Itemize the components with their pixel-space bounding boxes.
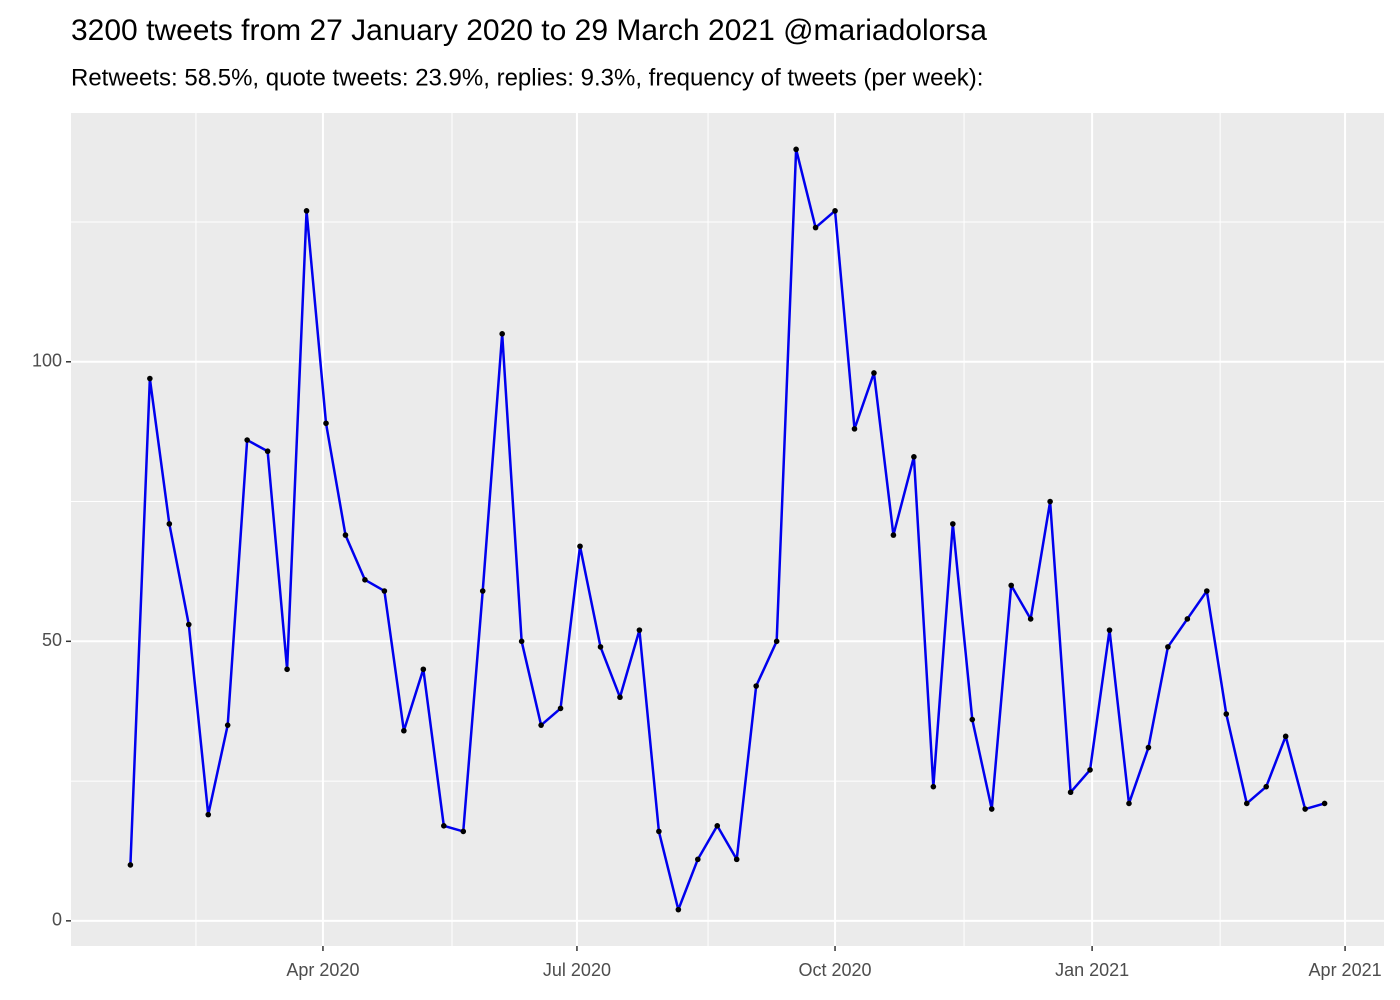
data-point xyxy=(1243,800,1250,807)
chart-title: 3200 tweets from 27 January 2020 to 29 M… xyxy=(71,14,987,47)
data-point xyxy=(812,224,819,231)
data-point xyxy=(773,638,780,645)
data-point xyxy=(557,705,564,712)
data-point xyxy=(166,521,173,527)
data-point xyxy=(460,828,467,835)
data-point xyxy=(224,722,231,728)
data-point xyxy=(617,694,623,701)
x-tick-label: Apr 2020 xyxy=(286,960,359,980)
data-point xyxy=(1302,806,1308,812)
data-point xyxy=(988,806,995,812)
data-point xyxy=(499,331,505,337)
data-point xyxy=(890,532,897,538)
data-point xyxy=(441,823,447,829)
plot-background xyxy=(71,113,1384,946)
data-point xyxy=(303,208,310,214)
y-tick-label: 50 xyxy=(42,630,62,650)
data-point xyxy=(1165,644,1171,650)
data-point xyxy=(851,426,858,432)
data-point xyxy=(656,828,662,835)
x-tick-label: Oct 2020 xyxy=(799,960,872,980)
data-point xyxy=(1184,616,1191,622)
data-point xyxy=(420,666,427,673)
data-point xyxy=(714,823,721,829)
data-point xyxy=(381,588,388,594)
data-point xyxy=(1223,711,1230,717)
data-line xyxy=(129,148,1325,911)
data-point xyxy=(694,856,701,863)
data-point xyxy=(636,627,643,633)
data-point xyxy=(401,727,407,734)
data-point xyxy=(577,543,583,550)
data-point xyxy=(342,532,349,538)
data-point xyxy=(950,521,956,527)
data-point xyxy=(930,783,937,790)
data-point xyxy=(1321,800,1328,807)
data-point xyxy=(753,683,759,689)
data-point xyxy=(733,856,740,863)
data-point xyxy=(1067,789,1074,796)
data-point xyxy=(205,811,212,818)
data-point xyxy=(264,448,271,455)
y-tick-label: 100 xyxy=(32,351,62,371)
data-point xyxy=(518,638,525,645)
data-point xyxy=(1106,627,1113,633)
x-tick-label: Apr 2021 xyxy=(1309,960,1382,980)
data-point xyxy=(1282,733,1289,740)
data-point xyxy=(1087,767,1093,773)
data-point xyxy=(675,906,682,913)
data-point xyxy=(793,146,799,153)
data-point xyxy=(832,208,838,214)
data-point xyxy=(1145,744,1152,751)
data-point xyxy=(362,577,368,583)
data-point xyxy=(1047,498,1053,505)
data-point xyxy=(147,375,153,382)
data-point xyxy=(1027,616,1034,622)
data-point xyxy=(538,722,544,728)
data-point xyxy=(323,420,329,427)
chart-subtitle: Retweets: 58.5%, quote tweets: 23.9%, re… xyxy=(71,64,983,91)
x-tick-label: Jan 2021 xyxy=(1055,960,1129,980)
data-point xyxy=(284,666,290,673)
data-point xyxy=(911,454,917,460)
data-point xyxy=(597,644,604,650)
data-point xyxy=(244,437,250,443)
y-tick-label: 0 xyxy=(52,910,62,930)
data-point xyxy=(969,716,976,723)
data-point xyxy=(185,621,192,628)
data-point xyxy=(1126,800,1132,807)
x-tick-label: Jul 2020 xyxy=(543,960,611,980)
data-point xyxy=(1008,582,1014,589)
data-point xyxy=(871,370,877,376)
data-point xyxy=(1204,588,1210,594)
data-point xyxy=(127,862,134,868)
data-point xyxy=(1263,783,1270,790)
data-point xyxy=(479,588,486,594)
